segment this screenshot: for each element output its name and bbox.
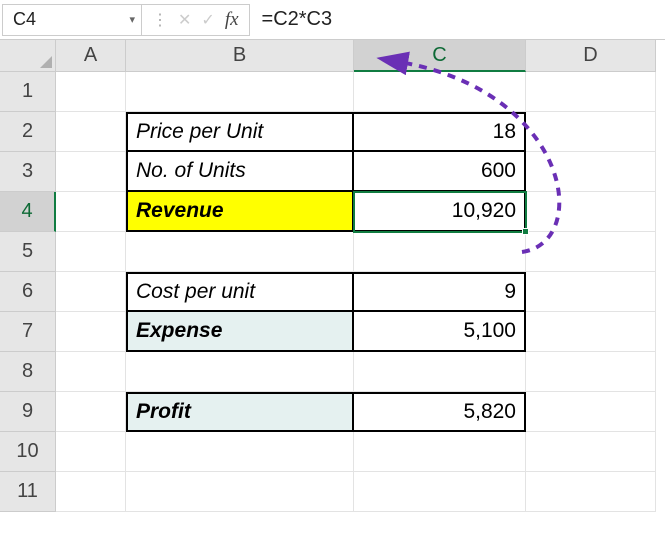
cell-value: 9 — [504, 280, 516, 304]
row-header-10[interactable]: 10 — [0, 432, 56, 472]
cell-C10[interactable] — [354, 432, 526, 472]
cell-D6[interactable] — [526, 272, 656, 312]
cell-B10[interactable] — [126, 432, 354, 472]
cell-A4[interactable] — [56, 192, 126, 232]
row-header-9[interactable]: 9 — [0, 392, 56, 432]
row-header-1[interactable]: 1 — [0, 72, 56, 112]
cell-B7[interactable]: Expense — [126, 312, 354, 352]
cell-D5[interactable] — [526, 232, 656, 272]
cell-D11[interactable] — [526, 472, 656, 512]
cell-B11[interactable] — [126, 472, 354, 512]
cell-A10[interactable] — [56, 432, 126, 472]
cell-value: Revenue — [136, 199, 224, 223]
cell-B3[interactable]: No. of Units — [126, 152, 354, 192]
enter-formula-icon[interactable]: ✓ — [201, 10, 214, 30]
cell-A6[interactable] — [56, 272, 126, 312]
cell-value: 18 — [493, 120, 516, 144]
cell-C11[interactable] — [354, 472, 526, 512]
row-header-11[interactable]: 11 — [0, 472, 56, 512]
cell-A8[interactable] — [56, 352, 126, 392]
cell-C8[interactable] — [354, 352, 526, 392]
cell-value: 10,920 — [452, 199, 516, 223]
cell-C4[interactable]: 10,920 — [354, 192, 526, 232]
column-header-B[interactable]: B — [126, 40, 354, 72]
row-header-8[interactable]: 8 — [0, 352, 56, 392]
cancel-formula-icon[interactable]: ✕ — [178, 10, 191, 30]
fill-handle[interactable] — [522, 228, 529, 235]
row-header-6[interactable]: 6 — [0, 272, 56, 312]
fx-icon[interactable]: fx — [225, 9, 239, 31]
cell-D4[interactable] — [526, 192, 656, 232]
cell-A9[interactable] — [56, 392, 126, 432]
cell-D9[interactable] — [526, 392, 656, 432]
cell-value: Price per Unit — [136, 120, 263, 144]
cell-D1[interactable] — [526, 72, 656, 112]
cell-B6[interactable]: Cost per unit — [126, 272, 354, 312]
cell-value: Cost per unit — [136, 280, 255, 304]
cell-D2[interactable] — [526, 112, 656, 152]
cell-A11[interactable] — [56, 472, 126, 512]
cell-B2[interactable]: Price per Unit — [126, 112, 354, 152]
cell-C1[interactable] — [354, 72, 526, 112]
column-headers: ABCD — [56, 40, 656, 72]
formula-input[interactable]: =C2*C3 — [250, 4, 665, 36]
cell-D8[interactable] — [526, 352, 656, 392]
separator-icon: ⋮ — [152, 10, 168, 30]
cell-value: 5,100 — [463, 319, 516, 343]
cell-A7[interactable] — [56, 312, 126, 352]
cell-value: No. of Units — [136, 159, 246, 183]
formula-text: =C2*C3 — [262, 8, 333, 31]
cell-C2[interactable]: 18 — [354, 112, 526, 152]
row-headers: 1234567891011 — [0, 72, 56, 512]
row-header-4[interactable]: 4 — [0, 192, 56, 232]
cell-D3[interactable] — [526, 152, 656, 192]
row-header-5[interactable]: 5 — [0, 232, 56, 272]
chevron-down-icon[interactable]: ▾ — [129, 13, 135, 26]
cell-C5[interactable] — [354, 232, 526, 272]
name-box-value: C4 — [13, 9, 36, 30]
cell-A3[interactable] — [56, 152, 126, 192]
cell-A2[interactable] — [56, 112, 126, 152]
cell-C3[interactable]: 600 — [354, 152, 526, 192]
cell-C6[interactable]: 9 — [354, 272, 526, 312]
cell-C7[interactable]: 5,100 — [354, 312, 526, 352]
cell-value: Profit — [136, 400, 191, 424]
cell-C9[interactable]: 5,820 — [354, 392, 526, 432]
column-header-C[interactable]: C — [354, 40, 526, 72]
formula-bar-buttons: ⋮ ✕ ✓ fx — [142, 4, 250, 36]
cell-B5[interactable] — [126, 232, 354, 272]
select-all-corner[interactable] — [0, 40, 56, 72]
cell-B1[interactable] — [126, 72, 354, 112]
name-box[interactable]: C4 ▾ — [2, 4, 142, 36]
cell-value: 5,820 — [463, 400, 516, 424]
cell-B4[interactable]: Revenue — [126, 192, 354, 232]
cell-value: Expense — [136, 319, 222, 343]
cell-B8[interactable] — [126, 352, 354, 392]
cell-A5[interactable] — [56, 232, 126, 272]
row-header-7[interactable]: 7 — [0, 312, 56, 352]
cell-D7[interactable] — [526, 312, 656, 352]
column-header-D[interactable]: D — [526, 40, 656, 72]
formula-bar: C4 ▾ ⋮ ✕ ✓ fx =C2*C3 — [0, 0, 665, 40]
cell-D10[interactable] — [526, 432, 656, 472]
row-header-2[interactable]: 2 — [0, 112, 56, 152]
column-header-A[interactable]: A — [56, 40, 126, 72]
cell-B9[interactable]: Profit — [126, 392, 354, 432]
cell-value: 600 — [481, 159, 516, 183]
cell-A1[interactable] — [56, 72, 126, 112]
row-header-3[interactable]: 3 — [0, 152, 56, 192]
